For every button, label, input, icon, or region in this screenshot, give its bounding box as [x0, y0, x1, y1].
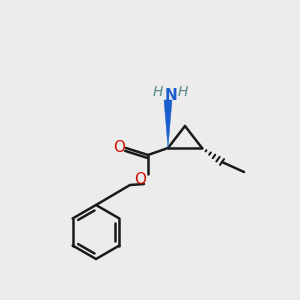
Polygon shape — [164, 100, 172, 148]
Text: O: O — [113, 140, 125, 155]
Text: H: H — [153, 85, 163, 99]
Text: N: N — [165, 88, 177, 104]
Text: H: H — [178, 85, 188, 99]
Text: O: O — [134, 172, 146, 188]
